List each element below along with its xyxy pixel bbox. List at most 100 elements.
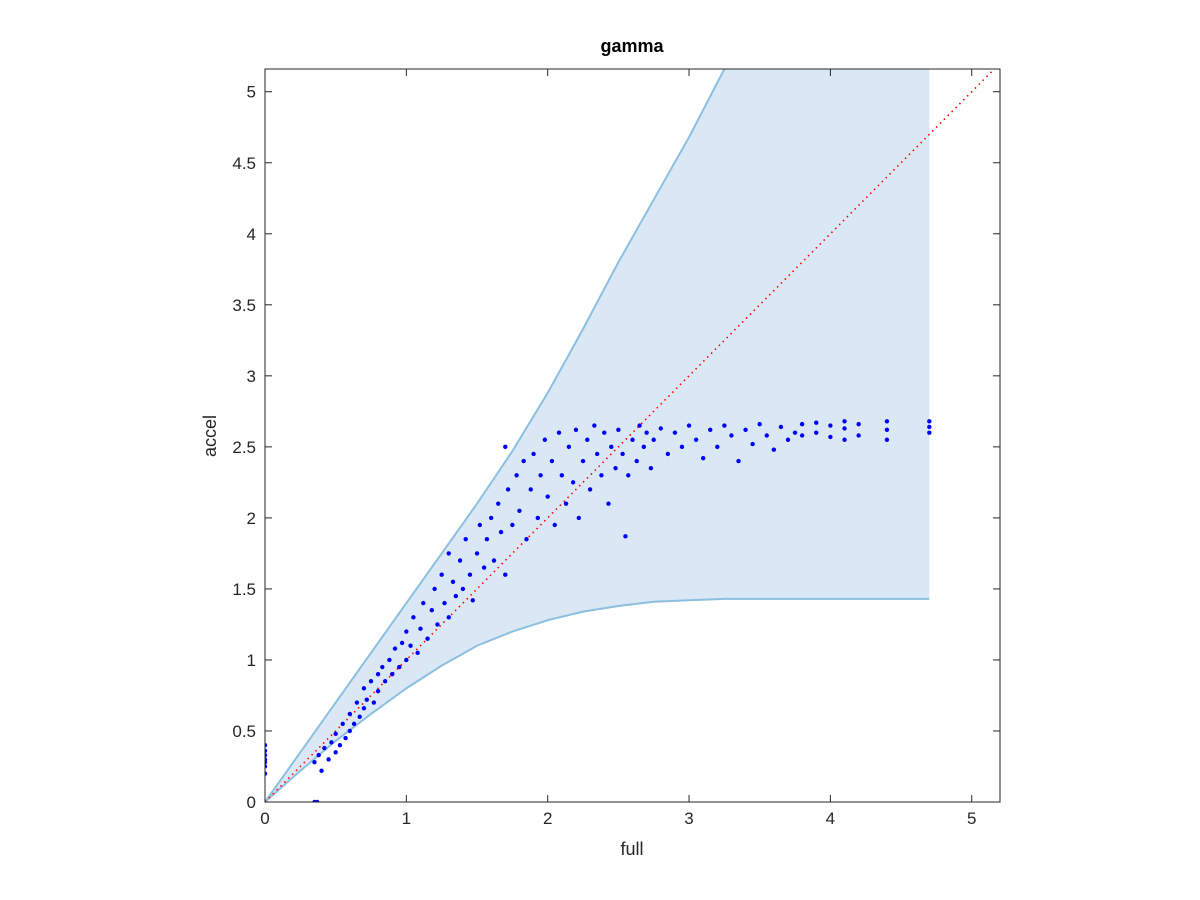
scatter-point bbox=[616, 427, 621, 433]
scatter-point bbox=[347, 711, 353, 717]
scatter-point bbox=[312, 760, 317, 765]
scatter-point bbox=[599, 473, 604, 478]
scatter-point bbox=[531, 451, 536, 457]
scatter-point bbox=[828, 434, 833, 440]
scatter-point bbox=[693, 437, 699, 442]
scatter-point bbox=[792, 430, 798, 435]
scatter-point bbox=[637, 423, 642, 428]
scatter-point bbox=[340, 721, 345, 727]
scatter-point bbox=[729, 433, 734, 438]
scatter-point bbox=[700, 456, 706, 461]
scatter-point bbox=[576, 515, 581, 521]
scatter-point bbox=[856, 421, 861, 427]
y-tick-label: 4.5 bbox=[232, 154, 256, 173]
scatter-point bbox=[814, 430, 819, 435]
scatter-point bbox=[884, 437, 890, 442]
scatter-point bbox=[602, 430, 607, 435]
y-tick-label: 1.5 bbox=[232, 580, 256, 599]
y-tick-label: 2 bbox=[247, 509, 256, 528]
scatter-point bbox=[421, 600, 426, 606]
scatter-point bbox=[778, 424, 784, 430]
scatter-point bbox=[375, 688, 381, 694]
scatter-point bbox=[771, 447, 777, 452]
x-tick-label: 3 bbox=[684, 809, 693, 828]
scatter-point bbox=[828, 423, 833, 428]
scatter-point bbox=[387, 657, 392, 663]
scatter-point bbox=[757, 421, 762, 427]
scatter-point bbox=[442, 600, 447, 606]
band-lower-edge bbox=[265, 597, 930, 802]
scatter-point bbox=[470, 598, 475, 603]
scatter-point bbox=[842, 419, 847, 424]
scatter-point bbox=[750, 441, 755, 447]
x-tick-label: 1 bbox=[402, 809, 411, 828]
scatter-point bbox=[351, 721, 357, 727]
scatter-point bbox=[467, 572, 473, 577]
scatter-point bbox=[521, 458, 526, 464]
scatter-point bbox=[457, 558, 463, 563]
scatter-point bbox=[315, 799, 320, 802]
plot-area bbox=[265, 69, 996, 802]
scatter-point bbox=[503, 444, 508, 450]
scatter-point bbox=[361, 706, 367, 711]
scatter-point bbox=[418, 626, 423, 631]
scatter-point bbox=[453, 593, 459, 599]
scatter-point bbox=[927, 419, 932, 424]
scatter-point bbox=[552, 522, 557, 528]
scatter-point bbox=[392, 646, 398, 651]
scatter-point bbox=[651, 437, 656, 442]
scatter-point bbox=[404, 629, 409, 634]
scatter-point bbox=[626, 473, 631, 478]
scatter-point bbox=[397, 664, 402, 670]
y-tick-label: 1 bbox=[247, 651, 256, 670]
scatter-point bbox=[722, 423, 727, 428]
scatter-point bbox=[463, 536, 468, 542]
y-tick-label: 4 bbox=[247, 225, 256, 244]
scatter-point bbox=[927, 430, 932, 435]
scatter-point bbox=[439, 572, 444, 577]
scatter-point bbox=[474, 551, 480, 556]
scatter-point bbox=[265, 771, 268, 776]
scatter-point bbox=[524, 536, 529, 542]
scatter-point bbox=[316, 752, 321, 758]
x-tick-label: 5 bbox=[967, 809, 976, 828]
y-tick-label: 3.5 bbox=[232, 296, 256, 315]
y-tick-label: 2.5 bbox=[232, 438, 256, 457]
y-tick-label: 3 bbox=[247, 367, 256, 386]
scatter-point bbox=[842, 437, 847, 442]
scatter-point bbox=[566, 444, 572, 450]
scatter-point bbox=[556, 430, 562, 435]
scatter-point bbox=[679, 444, 685, 450]
x-tick-label: 4 bbox=[826, 809, 835, 828]
scatter-point bbox=[517, 508, 522, 513]
scatter-point bbox=[425, 636, 430, 641]
scatter-point bbox=[375, 671, 381, 677]
scatter-point bbox=[535, 515, 540, 521]
scatter-point bbox=[498, 529, 504, 535]
scatter-point bbox=[641, 444, 647, 450]
scatter-point bbox=[594, 451, 600, 457]
scatter-point bbox=[361, 686, 367, 691]
scatter-point bbox=[357, 714, 362, 719]
scatter-point bbox=[514, 473, 519, 478]
scatter-point bbox=[563, 501, 569, 506]
scatter-point bbox=[764, 433, 769, 438]
scatter-point bbox=[630, 437, 635, 442]
scatter-point bbox=[510, 522, 515, 528]
scatter-point bbox=[644, 430, 649, 435]
scatter-point bbox=[592, 423, 597, 428]
scatter-point bbox=[528, 487, 533, 492]
scatter-point bbox=[429, 608, 434, 613]
scatter-point bbox=[382, 679, 388, 684]
scatter-point bbox=[329, 740, 334, 745]
scatter-point bbox=[337, 742, 343, 748]
scatter-point bbox=[665, 451, 671, 457]
scatter-point bbox=[503, 572, 508, 577]
scatter-point bbox=[736, 458, 741, 464]
scatter-point bbox=[884, 427, 890, 433]
y-tick-label: 0.5 bbox=[232, 722, 256, 741]
chart-title: gamma bbox=[600, 36, 664, 56]
y-axis-label: accel bbox=[200, 415, 220, 457]
scatter-point bbox=[404, 657, 409, 663]
